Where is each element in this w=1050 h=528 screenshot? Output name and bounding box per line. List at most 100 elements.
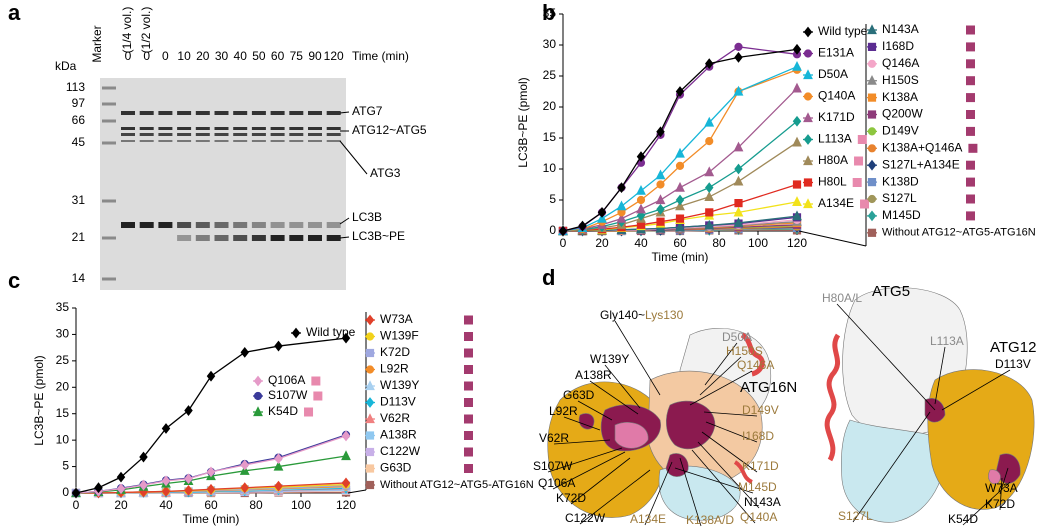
kda-tick-label: 21 xyxy=(72,230,86,244)
legend-marker xyxy=(867,24,877,35)
legend-label: K72D xyxy=(380,345,410,359)
marker xyxy=(675,181,685,192)
band xyxy=(195,111,210,115)
residue-label: S127L xyxy=(838,509,873,523)
band xyxy=(326,133,341,136)
legend-label: W73A xyxy=(380,312,413,326)
x-tick-label: 20 xyxy=(114,498,128,512)
leader-line xyxy=(704,342,738,386)
legend-badge xyxy=(966,126,975,136)
band-label: LC3B xyxy=(352,210,382,224)
structure-title: ATG12 xyxy=(990,339,1036,356)
leader-line xyxy=(999,477,1003,511)
legend-label: K138A xyxy=(882,90,918,104)
legend-marker xyxy=(867,42,877,51)
marker xyxy=(597,212,607,223)
band xyxy=(270,235,285,241)
band xyxy=(177,127,192,130)
residue-label: K138A/D xyxy=(686,513,734,527)
marker xyxy=(617,182,626,194)
legend-badge xyxy=(464,464,473,473)
marker xyxy=(792,210,802,221)
legend-label: W139Y xyxy=(380,378,419,392)
legend-label: S107W xyxy=(268,388,308,402)
leader-line xyxy=(577,400,613,421)
band xyxy=(214,133,229,136)
leader-line xyxy=(679,457,702,527)
legend-marker xyxy=(867,210,877,222)
leader-line xyxy=(689,370,753,406)
legend-marker xyxy=(803,112,813,123)
leader-line xyxy=(644,461,673,526)
legend-marker xyxy=(867,110,877,119)
y-tick-label: 20 xyxy=(543,99,557,113)
band xyxy=(177,235,192,241)
legend-marker xyxy=(867,59,877,68)
structure-title: ATG5 xyxy=(872,283,910,300)
legend-marker xyxy=(365,380,375,391)
marker xyxy=(733,217,744,228)
leader-line xyxy=(962,481,1011,526)
legend-badge xyxy=(966,194,975,204)
legend-label: W139F xyxy=(380,329,419,343)
legend-marker xyxy=(253,391,263,401)
leader-line xyxy=(570,457,631,505)
band xyxy=(139,140,154,142)
marker xyxy=(792,43,802,55)
legend-marker xyxy=(867,194,877,204)
legend-badge xyxy=(311,376,321,386)
leader-line xyxy=(552,451,626,490)
residue-label: W139Y xyxy=(590,352,629,366)
band xyxy=(121,140,135,142)
marker xyxy=(597,206,607,218)
legend-badge xyxy=(966,110,975,119)
band xyxy=(270,127,285,130)
leader-line xyxy=(604,364,641,409)
leader-line xyxy=(934,346,946,405)
marker xyxy=(655,222,666,233)
panel-letter: d xyxy=(542,265,555,290)
legend-marker xyxy=(867,74,877,85)
marker xyxy=(139,479,148,491)
x-axis-label: Time (min) xyxy=(652,250,709,264)
legend-marker xyxy=(867,127,877,136)
marker xyxy=(704,116,715,127)
marker xyxy=(675,147,685,158)
residue-label: K72D xyxy=(556,491,586,505)
band xyxy=(139,222,154,228)
residue-label: Q146A xyxy=(737,358,774,372)
leader-line xyxy=(563,416,601,431)
marker xyxy=(206,370,216,382)
x-tick-label: 100 xyxy=(291,498,311,512)
marker xyxy=(116,471,126,483)
band xyxy=(195,140,210,142)
series-line xyxy=(562,120,798,232)
leader-line xyxy=(701,431,758,473)
legend-marker xyxy=(867,93,877,102)
marker xyxy=(733,175,744,186)
y-tick-label: 30 xyxy=(543,37,557,51)
marker xyxy=(733,141,744,152)
marker xyxy=(675,86,685,97)
residue-label: K54D xyxy=(948,512,978,526)
residue-label: L92R xyxy=(549,404,578,418)
time-label: 60 xyxy=(271,49,285,63)
ladder-band xyxy=(102,277,116,281)
band xyxy=(270,140,285,142)
x-tick-label: 120 xyxy=(336,498,356,512)
band xyxy=(233,235,248,241)
legend-label: Without ATG12~ATG5-ATG16N xyxy=(882,227,1036,239)
band xyxy=(121,127,135,130)
y-tick-label: 10 xyxy=(543,161,557,175)
marker xyxy=(734,163,743,175)
marker xyxy=(240,482,249,494)
leader-line xyxy=(691,449,756,524)
legend-marker xyxy=(803,49,813,58)
legend-label: A134E xyxy=(818,196,854,210)
marker xyxy=(705,137,714,146)
band xyxy=(308,140,322,142)
leader-line xyxy=(547,447,623,473)
band xyxy=(233,111,248,115)
band xyxy=(251,222,266,228)
legend-badge xyxy=(464,365,473,374)
